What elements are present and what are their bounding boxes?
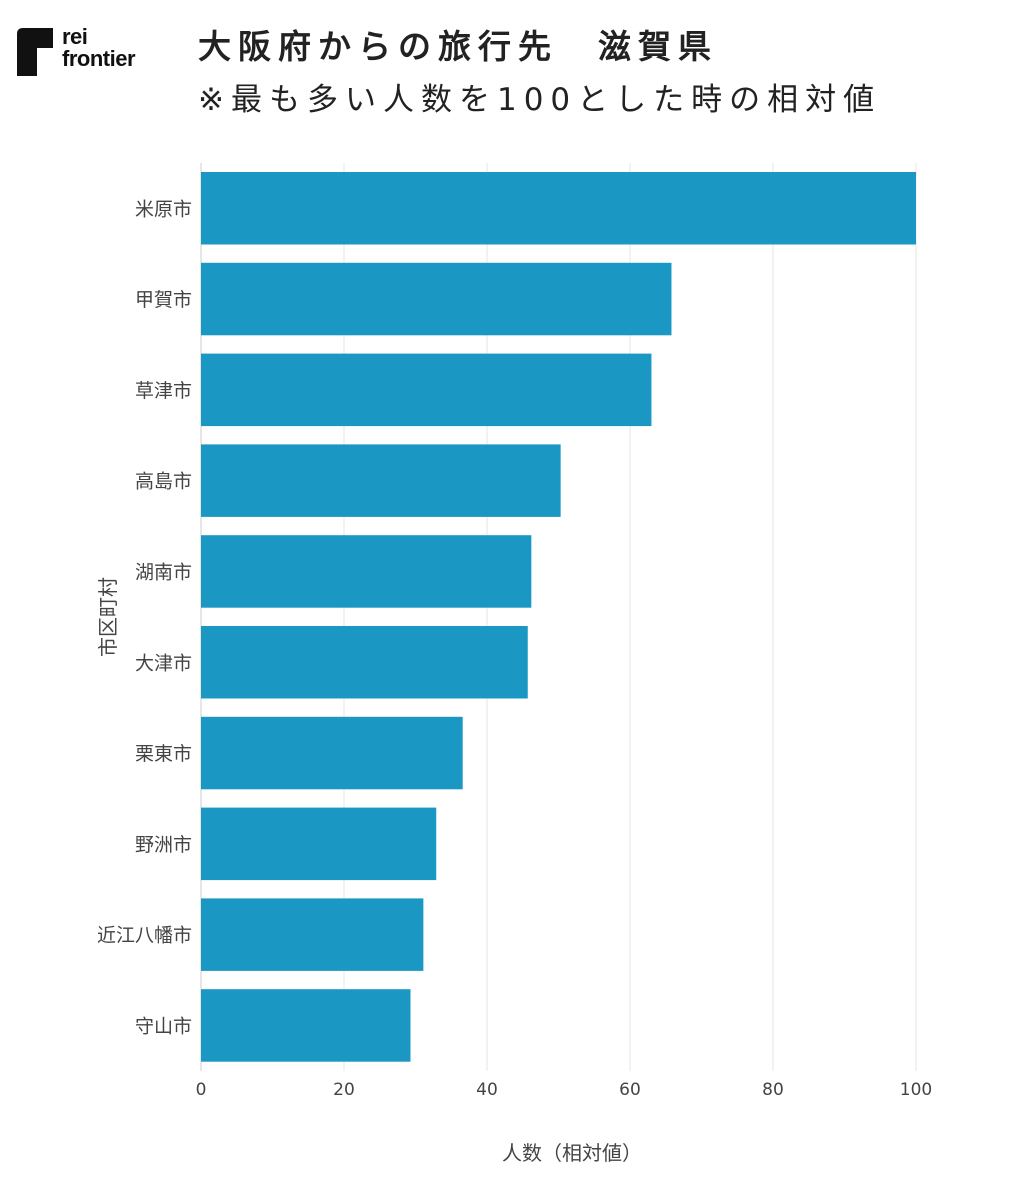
bar bbox=[201, 626, 528, 699]
category-label: 草津市 bbox=[135, 380, 192, 402]
x-axis-label: 人数（相対値） bbox=[502, 1141, 642, 1165]
page-subtitle: ※最も多い人数を100とした時の相対値 bbox=[198, 82, 882, 118]
category-label: 大津市 bbox=[135, 652, 192, 674]
x-tick-label: 0 bbox=[196, 1080, 207, 1100]
logo-line-2: frontier bbox=[62, 46, 136, 71]
x-tick-label: 40 bbox=[476, 1080, 498, 1100]
bar bbox=[201, 989, 411, 1062]
logo-line-1: rei bbox=[62, 24, 88, 49]
x-tick-label: 100 bbox=[900, 1080, 932, 1100]
category-label: 高島市 bbox=[135, 471, 192, 493]
bar bbox=[201, 898, 424, 971]
brand-logo: rei frontier bbox=[17, 26, 167, 78]
bar bbox=[201, 172, 916, 245]
x-tick-label: 80 bbox=[762, 1080, 784, 1100]
x-tick-label: 20 bbox=[333, 1080, 355, 1100]
category-label: 野洲市 bbox=[135, 834, 192, 856]
category-label: 栗東市 bbox=[135, 743, 192, 765]
category-label: 湖南市 bbox=[135, 561, 192, 583]
category-label: 米原市 bbox=[135, 198, 192, 220]
logo-mark-icon bbox=[17, 28, 53, 76]
bar bbox=[201, 535, 532, 608]
bar bbox=[201, 444, 561, 517]
category-label: 近江八幡市 bbox=[97, 925, 192, 947]
y-axis-label: 市区町村 bbox=[96, 577, 120, 657]
bar bbox=[201, 262, 672, 336]
bar bbox=[201, 807, 437, 881]
page-title: 大阪府からの旅行先 滋賀県 bbox=[198, 27, 718, 66]
bar bbox=[201, 716, 463, 790]
x-tick-label: 60 bbox=[619, 1080, 641, 1100]
category-label: 守山市 bbox=[135, 1015, 192, 1037]
bar bbox=[201, 353, 652, 427]
category-label: 甲賀市 bbox=[135, 289, 192, 311]
logo-text: rei frontier bbox=[62, 26, 192, 70]
